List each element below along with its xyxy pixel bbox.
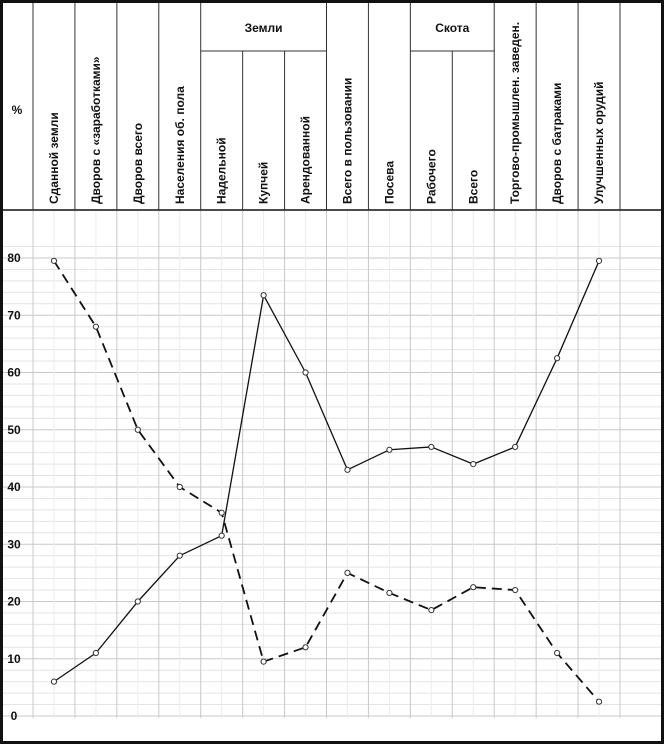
category-label: Всего в пользовании	[340, 78, 354, 204]
data-point-dashed	[554, 649, 561, 657]
data-point-dashed	[595, 698, 603, 705]
data-point-solid	[595, 257, 603, 264]
y-axis-label: %	[12, 103, 23, 117]
category-label: Надельной	[215, 137, 229, 204]
data-point-dashed	[344, 569, 351, 576]
y-tick-label: 70	[7, 308, 21, 322]
category-label: Арендованной	[299, 116, 313, 204]
y-tick-label: 40	[7, 480, 21, 494]
grid	[0, 210, 664, 718]
data-point-dashed	[50, 257, 58, 264]
series-line-solid	[53, 260, 600, 683]
data-point-dashed	[134, 426, 141, 433]
data-point-dashed	[512, 586, 519, 594]
data-point-dashed	[92, 323, 99, 330]
data-point-solid	[176, 552, 183, 559]
data-point-solid	[218, 532, 225, 539]
group-header-label: Скота	[435, 21, 469, 35]
data-point-solid	[134, 598, 141, 605]
data-point-solid	[512, 443, 519, 451]
data-point-dashed	[260, 658, 267, 665]
category-label: Посева	[382, 161, 396, 204]
data-point-solid	[470, 461, 477, 468]
y-tick-label: 30	[7, 537, 21, 551]
category-label: Сданной земли	[47, 112, 61, 204]
y-tick-label: 50	[7, 423, 21, 437]
data-point-solid	[344, 466, 351, 473]
category-label: Дворов всего	[131, 123, 145, 204]
y-tick-label: 0	[11, 709, 18, 723]
group-header-label: Земли	[245, 21, 283, 35]
data-point-solid	[386, 446, 393, 453]
data-point-solid	[50, 678, 58, 685]
data-point-dashed	[386, 589, 393, 597]
category-label: Дворов с «заработками»	[89, 56, 103, 204]
data-point-solid	[92, 649, 99, 657]
data-point-solid	[260, 292, 267, 299]
category-label: Улучшенных орудий	[592, 82, 606, 205]
data-point-dashed	[470, 584, 477, 591]
data-point-solid	[554, 355, 561, 362]
category-label: Торгово-промышлен. заведен.	[508, 22, 522, 204]
category-label: Дворов с батраками	[550, 83, 564, 204]
y-tick-label: 20	[7, 595, 21, 609]
data-point-dashed	[302, 644, 309, 651]
data-point-solid	[428, 443, 435, 451]
data-point-dashed	[218, 509, 225, 516]
series-lines	[50, 257, 603, 705]
y-tick-label: 60	[7, 366, 21, 380]
series-line-dashed	[53, 260, 600, 703]
y-tick-label: 10	[7, 652, 21, 666]
data-point-solid	[302, 369, 309, 376]
category-label: Купчей	[257, 162, 271, 204]
category-label: Населения об. пола	[173, 86, 187, 204]
category-label: Всего	[466, 170, 480, 204]
y-axis: % 0 10 20 30 40 50 60 70 80	[7, 103, 22, 723]
y-tick-label: 80	[7, 251, 21, 265]
category-label: Рабочего	[424, 149, 438, 204]
column-header: Земли Скота Сданной земли Дворов с «заработ…	[0, 3, 664, 211]
data-point-dashed	[428, 606, 435, 614]
data-point-dashed	[176, 483, 183, 491]
